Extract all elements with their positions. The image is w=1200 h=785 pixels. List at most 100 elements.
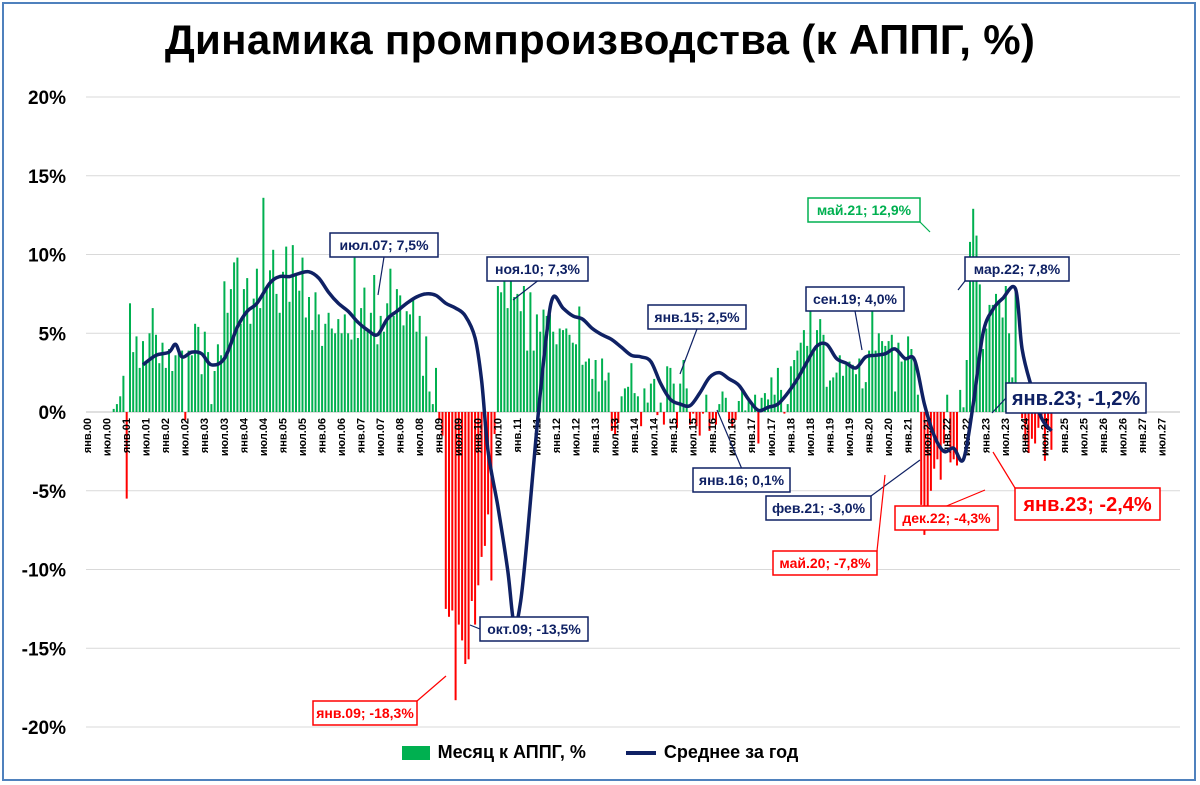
callout-label: дек.22; -4,3% <box>902 510 991 526</box>
bar <box>431 404 434 412</box>
bar <box>666 366 669 412</box>
bar <box>210 404 213 412</box>
bar <box>1021 412 1024 419</box>
x-tick-label: июл.02 <box>180 418 192 456</box>
bar <box>422 375 424 412</box>
bar <box>773 394 776 412</box>
bar <box>395 289 398 412</box>
bar <box>614 412 617 434</box>
bar <box>405 311 408 412</box>
bar <box>369 312 372 412</box>
bar <box>435 367 437 412</box>
bar <box>246 278 249 412</box>
bar <box>731 412 734 428</box>
x-tick-label: июл.05 <box>297 418 309 456</box>
callout-box <box>479 616 589 642</box>
bar <box>627 386 630 412</box>
bar <box>1024 412 1027 441</box>
bar <box>633 393 636 412</box>
bar <box>207 352 210 412</box>
bar <box>278 312 281 412</box>
bar <box>203 331 206 412</box>
bar <box>526 350 529 412</box>
bar <box>529 292 532 412</box>
bar <box>959 389 962 412</box>
bar <box>676 412 678 428</box>
bar <box>148 333 151 413</box>
bar <box>636 396 639 413</box>
bar <box>298 290 301 412</box>
bar <box>509 279 512 412</box>
callout-box <box>894 505 999 531</box>
bar <box>269 270 271 413</box>
bar <box>386 303 389 412</box>
bar <box>868 350 871 412</box>
callout-leader <box>992 451 1016 489</box>
bar <box>129 303 131 412</box>
callout-box <box>647 304 747 330</box>
bar <box>467 412 470 660</box>
bar <box>864 382 867 412</box>
bar <box>441 412 444 436</box>
bar <box>903 356 906 412</box>
bar <box>698 412 701 436</box>
bar <box>887 341 890 412</box>
bar <box>490 412 493 581</box>
bar <box>226 312 229 412</box>
bar <box>913 360 916 412</box>
bar <box>454 412 457 701</box>
bar <box>461 412 464 641</box>
bar <box>252 298 255 412</box>
bar <box>145 363 148 412</box>
bar <box>819 319 822 412</box>
y-tick-label: 15% <box>28 167 66 188</box>
x-tick-label: июл.20 <box>883 418 895 456</box>
bar <box>835 372 838 412</box>
x-tick-label: янв.14 <box>629 417 641 453</box>
bar <box>946 394 949 412</box>
bar <box>858 358 861 412</box>
bar <box>607 372 610 412</box>
bar <box>890 334 893 412</box>
bar <box>1004 286 1007 412</box>
annual-average-line <box>141 269 1053 628</box>
bar <box>822 334 825 412</box>
x-tick-label: янв.11 <box>512 418 524 453</box>
bar <box>295 275 297 412</box>
x-tick-label: июл.21 <box>922 418 934 456</box>
bar <box>998 300 1001 412</box>
bar <box>734 412 737 420</box>
x-tick-label: июл.27 <box>1157 418 1169 456</box>
x-tick-label: июл.17 <box>766 418 778 456</box>
bar <box>708 412 711 431</box>
bar <box>477 412 480 586</box>
bar <box>646 402 649 412</box>
bar <box>216 344 219 412</box>
bar <box>594 360 597 412</box>
bar <box>558 328 561 412</box>
bar <box>724 397 727 412</box>
bar <box>1034 412 1037 444</box>
callout-label: янв.23; -2,4% <box>1022 494 1152 516</box>
x-tick-label: янв.19 <box>824 418 836 453</box>
bar <box>451 412 454 611</box>
callout-leader <box>416 675 447 702</box>
bar <box>702 412 704 414</box>
bar <box>653 378 656 412</box>
bar <box>184 412 187 420</box>
bar <box>799 342 802 412</box>
bar <box>519 311 522 412</box>
x-tick-label: янв.23 <box>981 418 993 453</box>
callout-leader <box>946 489 986 507</box>
bar <box>513 297 516 412</box>
bar <box>314 292 317 412</box>
bar <box>643 388 646 412</box>
bar <box>659 402 662 412</box>
x-tick-label: янв.08 <box>395 418 407 453</box>
bar <box>962 407 965 412</box>
bar <box>649 383 652 412</box>
bar <box>907 336 910 412</box>
bar <box>337 319 340 412</box>
bar <box>747 399 750 412</box>
